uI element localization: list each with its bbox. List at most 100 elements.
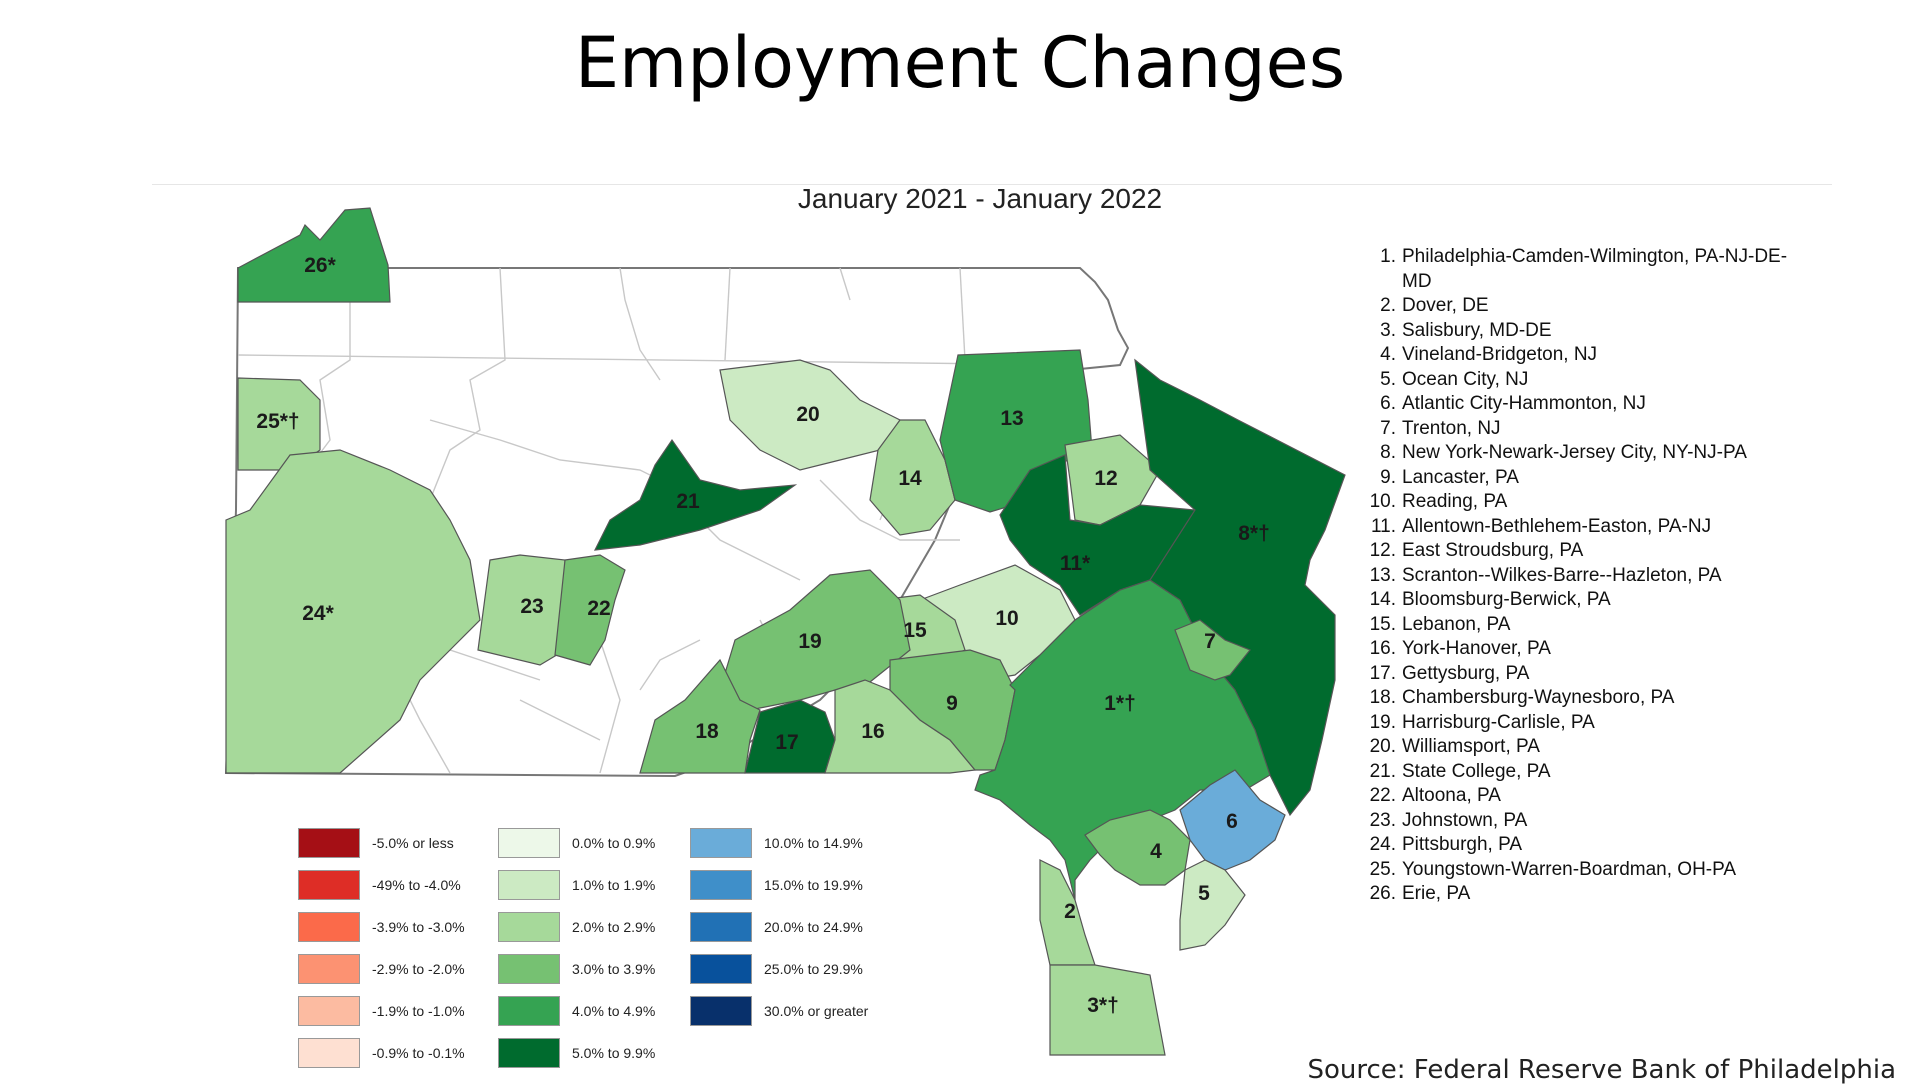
region-label-23: 23 <box>520 595 543 618</box>
metro-name: Williamsport, PA <box>1402 736 1540 757</box>
source-note: Source: Federal Reserve Bank of Philadel… <box>1307 1055 1896 1085</box>
map-subtitle: January 2021 - January 2022 <box>797 183 1163 214</box>
list-item: 9. Lancaster, PA <box>1360 466 1800 491</box>
region-label-20: 20 <box>796 403 819 426</box>
list-item: 14. Bloomsburg-Berwick, PA <box>1360 588 1800 613</box>
metro-name: York-Hanover, PA <box>1402 638 1551 659</box>
metro-name: Reading, PA <box>1402 491 1508 512</box>
metro-number: 22. <box>1369 785 1396 806</box>
metro-name: Dover, DE <box>1402 295 1489 316</box>
metro-name: Lancaster, PA <box>1402 466 1519 488</box>
legend-label: -3.9% to -3.0% <box>372 919 465 935</box>
region-7 <box>1174 619 1251 681</box>
metro-name: Scranton--Wilkes-Barre--Hazleton, PA <box>1402 564 1722 586</box>
metro-number: 7. <box>1380 417 1396 439</box>
region-label-22: 22 <box>587 597 610 620</box>
metro-number: 18. <box>1369 687 1396 708</box>
metro-number: 11. <box>1370 515 1396 537</box>
legend-swatch <box>690 954 752 984</box>
metro-number: 14. <box>1369 589 1396 610</box>
legend-swatch <box>498 870 560 900</box>
list-item: 26. Erie, PA <box>1360 882 1800 907</box>
list-item: 4. Vineland-Bridgeton, NJ <box>1360 343 1800 368</box>
legend-label: 3.0% to 3.9% <box>572 961 656 977</box>
legend-swatch <box>498 954 560 984</box>
metro-number: 1. <box>1380 246 1396 267</box>
region-label-24: 24* <box>302 602 334 625</box>
metro-name: Lebanon, PA <box>1402 613 1511 635</box>
list-item: 17. Gettysburg, PA <box>1360 662 1800 687</box>
list-item: 10. Reading, PA <box>1360 490 1800 515</box>
legend-swatch <box>298 870 360 900</box>
legend-label: 5.0% to 9.9% <box>572 1045 656 1061</box>
list-item: 20. Williamsport, PA <box>1360 735 1800 760</box>
region-label-17: 17 <box>775 731 798 754</box>
region-25 <box>237 377 321 471</box>
metro-name: East Stroudsburg, PA <box>1402 540 1584 561</box>
legend-swatch <box>498 996 560 1026</box>
metro-name: Vineland-Bridgeton, NJ <box>1402 344 1598 365</box>
list-item: 22. Altoona, PA <box>1360 784 1800 809</box>
legend-item: -3.9% to -3.0% <box>298 912 488 944</box>
list-item: 24. Pittsburgh, PA <box>1360 833 1800 858</box>
legend-item: 30.0% or greater <box>690 996 880 1028</box>
legend-swatch <box>690 996 752 1026</box>
region-label-11: 11* <box>1060 552 1091 575</box>
region-6 <box>1179 769 1286 871</box>
list-item: 6. Atlantic City-Hammonton, NJ <box>1360 392 1800 417</box>
metro-name: New York-Newark-Jersey City, NY-NJ-PA <box>1402 442 1747 463</box>
legend-item: 3.0% to 3.9% <box>498 954 688 986</box>
region-3 <box>1049 964 1166 1056</box>
metro-number: 21. <box>1369 760 1396 782</box>
legend-label: -1.9% to -1.0% <box>372 1003 465 1019</box>
metro-name: Youngstown-Warren-Boardman, OH-PA <box>1402 858 1737 880</box>
metro-name: Philadelphia-Camden-Wilmington, PA-NJ-DE… <box>1402 246 1788 292</box>
list-item: 2. Dover, DE <box>1360 294 1800 319</box>
legend-swatch <box>298 828 360 858</box>
legend-swatch <box>690 870 752 900</box>
list-item: 1. Philadelphia-Camden-Wilmington, PA-NJ-… <box>1360 245 1800 294</box>
region-label-18: 18 <box>695 720 719 743</box>
metro-name: Altoona, PA <box>1402 785 1501 806</box>
region-label-2: 2 <box>1064 900 1076 923</box>
legend-label: 15.0% to 19.9% <box>764 877 863 893</box>
metro-number: 9. <box>1380 466 1396 488</box>
legend-item: 5.0% to 9.9% <box>498 1038 688 1070</box>
metro-number: 24. <box>1369 834 1396 855</box>
metro-number: 10. <box>1369 491 1396 512</box>
metro-number: 6. <box>1380 393 1396 414</box>
metro-number: 13. <box>1369 564 1396 586</box>
legend-item: -49% to -4.0% <box>298 870 488 902</box>
list-item: 11. Allentown-Bethlehem-Easton, PA-NJ <box>1360 515 1800 540</box>
region-label-7: 7 <box>1204 630 1216 653</box>
list-item: 13. Scranton--Wilkes-Barre--Hazleton, PA <box>1360 564 1800 589</box>
list-item: 19. Harrisburg-Carlisle, PA <box>1360 711 1800 736</box>
region-label-21: 21 <box>676 490 700 513</box>
region-label-19: 19 <box>798 630 821 653</box>
metro-name: Atlantic City-Hammonton, NJ <box>1402 393 1646 414</box>
region-label-13: 13 <box>1000 407 1023 430</box>
list-item: 3. Salisbury, MD-DE <box>1360 319 1800 344</box>
list-item: 8. New York-Newark-Jersey City, NY-NJ-PA <box>1360 441 1800 466</box>
metro-name: Salisbury, MD-DE <box>1402 319 1552 341</box>
legend-label: -5.0% or less <box>372 835 454 851</box>
region-label-25: 25*† <box>256 410 299 433</box>
region-label-6: 6 <box>1226 810 1238 833</box>
region-label-15: 15 <box>903 619 927 642</box>
region-label-12: 12 <box>1094 467 1117 490</box>
metro-name: State College, PA <box>1402 760 1551 782</box>
metro-number: 8. <box>1380 442 1396 463</box>
legend-item: 1.0% to 1.9% <box>498 870 688 902</box>
region-24 <box>225 449 481 774</box>
legend-label: 4.0% to 4.9% <box>572 1003 656 1019</box>
divider <box>152 184 1832 185</box>
slide-title: Employment Changes <box>574 22 1346 104</box>
legend-item: 4.0% to 4.9% <box>498 996 688 1028</box>
list-item: 5. Ocean City, NJ <box>1360 368 1800 393</box>
metro-name: Trenton, NJ <box>1402 417 1501 439</box>
metro-number: 26. <box>1369 883 1396 904</box>
legend-swatch <box>298 996 360 1026</box>
legend-label: 1.0% to 1.9% <box>572 877 656 893</box>
metro-name: Ocean City, NJ <box>1402 368 1529 390</box>
